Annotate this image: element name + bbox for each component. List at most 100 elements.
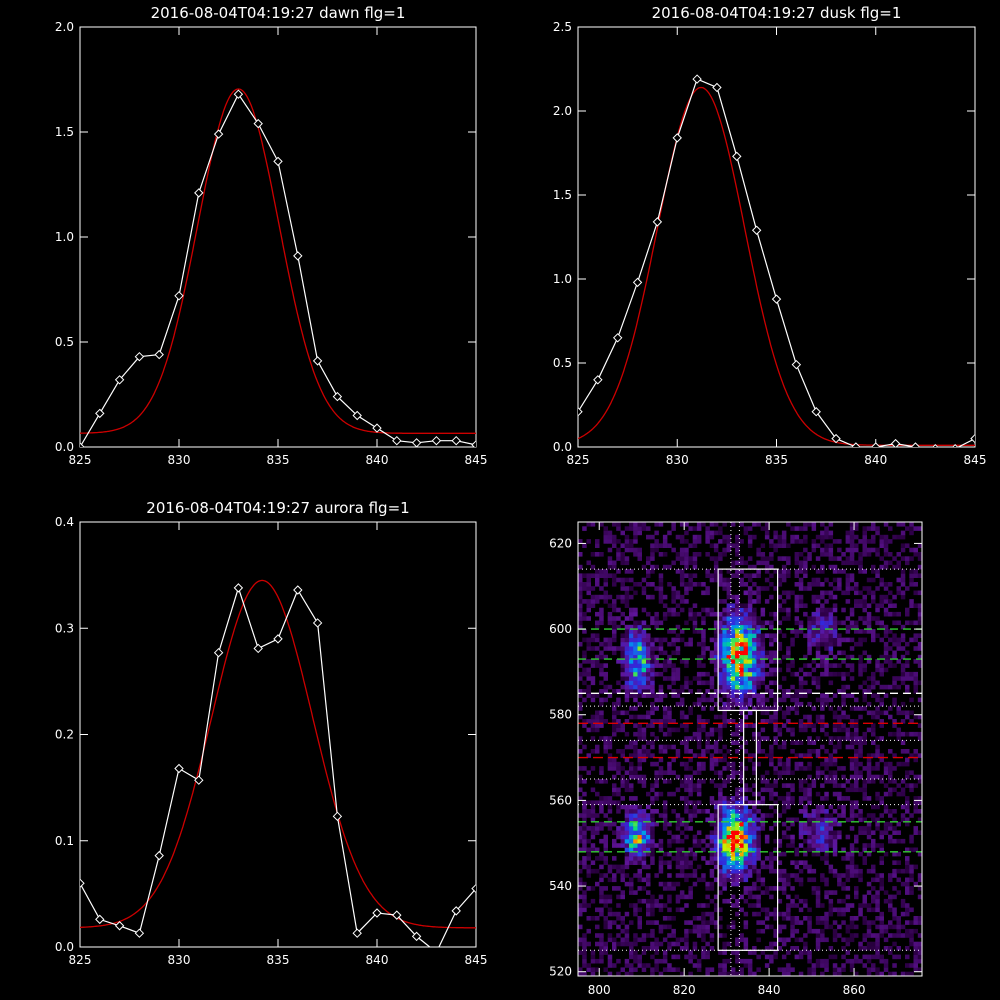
- heatmap-cell: [675, 774, 681, 780]
- heatmap-cell: [892, 620, 897, 626]
- heatmap-cell: [607, 757, 613, 763]
- heatmap-cell: [896, 684, 901, 690]
- data-point-marker: [851, 442, 861, 447]
- data-point-marker: [910, 442, 921, 447]
- heatmap-cell: [794, 526, 800, 531]
- heatmap-cell: [675, 552, 681, 557]
- heatmap-cell: [879, 954, 884, 960]
- heatmap-cell: [917, 817, 923, 823]
- heatmap-cell: [841, 684, 846, 690]
- heatmap-cell: [828, 646, 834, 651]
- data-point-marker: [154, 349, 164, 360]
- heatmap-cell: [871, 877, 876, 883]
- heatmap-cell: [607, 898, 613, 904]
- y-tick-label: 1.5: [55, 125, 74, 139]
- heatmap-cell: [849, 607, 855, 613]
- heatmap-cell: [871, 933, 876, 938]
- heatmap-cell: [726, 873, 732, 878]
- heatmap-cell: [845, 727, 851, 733]
- heatmap-cell: [845, 616, 851, 621]
- heatmap-cell: [743, 851, 749, 857]
- heatmap-cell: [786, 873, 791, 878]
- heatmap-cell: [790, 796, 795, 801]
- heatmap-cell: [815, 624, 821, 630]
- heatmap-cell: [798, 586, 804, 591]
- heatmap-cell: [629, 847, 634, 853]
- heatmap-cell: [662, 903, 668, 908]
- heatmap-cell: [658, 770, 664, 775]
- heatmap-cell: [624, 847, 630, 853]
- heatmap-cell: [718, 624, 723, 630]
- heatmap-cell: [735, 950, 740, 955]
- data-point-marker: [213, 129, 224, 139]
- heatmap-cell: [722, 607, 727, 613]
- heatmap-cell: [828, 911, 834, 917]
- heatmap-cell: [896, 641, 901, 647]
- heatmap-cell: [752, 676, 757, 681]
- heatmap-cell: [624, 838, 630, 844]
- heatmap-cell: [790, 706, 795, 711]
- heatmap-cell: [781, 804, 787, 810]
- y-tick-label: 0.1: [55, 834, 74, 848]
- heatmap-cell: [917, 877, 923, 883]
- heatmap-cell: [820, 834, 825, 840]
- heatmap-cell: [688, 886, 693, 891]
- heatmap-cell: [654, 967, 659, 972]
- heatmap-cell: [764, 654, 770, 660]
- heatmap-cell: [735, 958, 740, 964]
- heatmap-cell: [815, 916, 821, 921]
- heatmap-cell: [896, 928, 901, 934]
- heatmap-cell: [730, 813, 736, 818]
- heatmap-cell: [603, 676, 608, 681]
- heatmap-cell: [854, 766, 859, 771]
- heatmap-cell: [667, 714, 672, 720]
- heatmap-cell: [798, 843, 804, 848]
- heatmap-cell: [781, 851, 787, 857]
- y-tick-label: 2.5: [553, 20, 572, 34]
- heatmap-cell: [595, 710, 600, 716]
- heatmap-cell: [756, 641, 761, 647]
- heatmap-cell: [866, 547, 872, 553]
- heatmap-cell: [718, 569, 723, 574]
- heatmap-cell: [820, 607, 825, 613]
- heatmap-cell: [854, 624, 859, 630]
- heatmap-cell: [773, 616, 778, 621]
- heatmap-cell: [688, 757, 693, 763]
- heatmap-cell: [845, 787, 851, 793]
- heatmap-cell: [612, 650, 617, 656]
- data-point-marker: [751, 225, 762, 235]
- heatmap-cell: [811, 868, 817, 874]
- heatmap-cell: [913, 800, 918, 805]
- heatmap-cell: [646, 534, 651, 540]
- heatmap-cell: [760, 650, 766, 656]
- heatmap-cell: [756, 903, 761, 908]
- heatmap-cell: [637, 809, 642, 814]
- heatmap-cell: [692, 834, 698, 840]
- heatmap-cell: [781, 740, 787, 745]
- heatmap-cell: [739, 933, 744, 938]
- heatmap-cell: [849, 963, 855, 968]
- heatmap-cell: [824, 761, 829, 767]
- heatmap-cell: [849, 873, 855, 878]
- heatmap-cell: [718, 637, 723, 643]
- heatmap-cell: [862, 826, 867, 831]
- heatmap-cell: [913, 646, 918, 651]
- heatmap-cell: [909, 603, 914, 608]
- heatmap-cell: [879, 933, 884, 938]
- heatmap-cell: [773, 697, 778, 703]
- plot-frame: [577, 26, 976, 448]
- heatmap-cell: [905, 954, 910, 960]
- heatmap-cell: [654, 898, 659, 904]
- heatmap-cell: [828, 903, 834, 908]
- heatmap-cell: [828, 633, 834, 638]
- heatmap-cell: [913, 689, 918, 694]
- heatmap-cell: [900, 646, 906, 651]
- heatmap-cell: [883, 607, 889, 613]
- heatmap-cell: [752, 843, 757, 848]
- heatmap-cell: [688, 611, 693, 617]
- heatmap-cell: [747, 543, 753, 548]
- heatmap-cell: [620, 620, 625, 626]
- heatmap-cell: [620, 676, 625, 681]
- heatmap-cell: [871, 838, 876, 844]
- heatmap-cell: [896, 838, 901, 844]
